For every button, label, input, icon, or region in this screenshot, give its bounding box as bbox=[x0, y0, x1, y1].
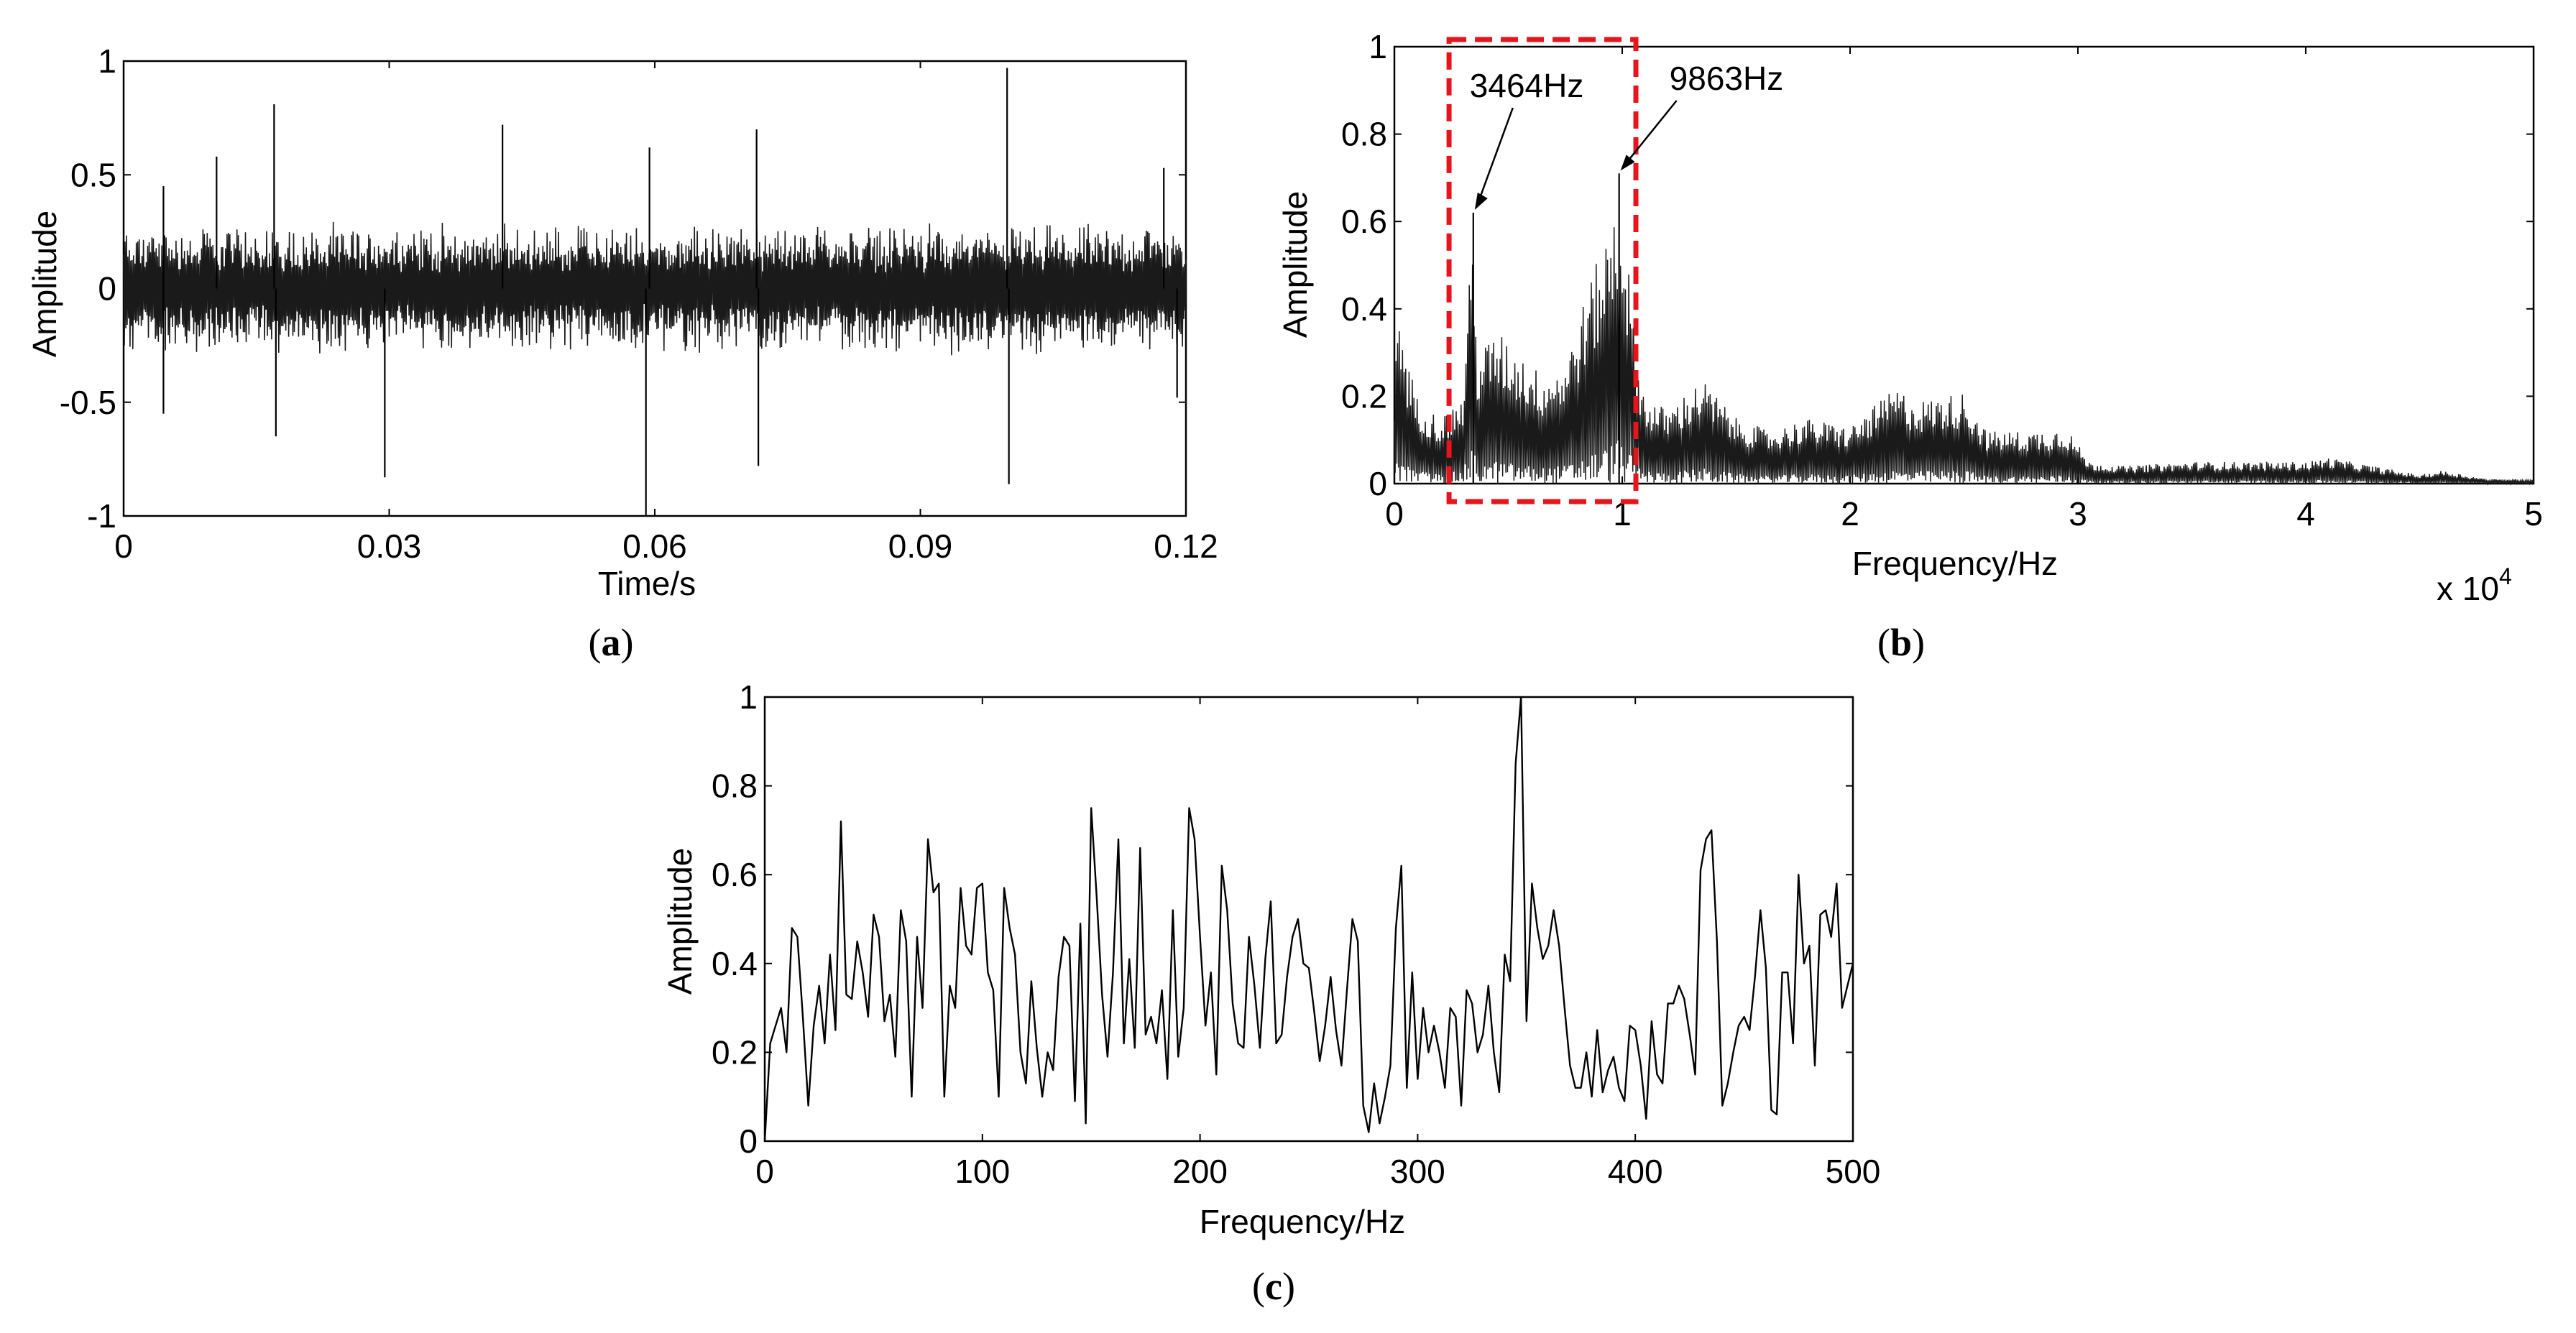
chart-a-ytick-label: 1 bbox=[98, 42, 116, 80]
chart-c-ytick-label: 0.4 bbox=[712, 945, 758, 982]
chart-a-ytick-label: 0.5 bbox=[70, 156, 116, 193]
chart-a-ytick-label: -0.5 bbox=[60, 384, 116, 421]
chart-a-xtick-label: 0 bbox=[114, 527, 133, 565]
chart-c-frame bbox=[763, 696, 1854, 1143]
chart-b-highlight-box bbox=[1446, 37, 1639, 504]
chart-b-xlabel: Frequency/Hz bbox=[1852, 545, 2058, 582]
chart-b-xtick-label: 0 bbox=[1385, 495, 1404, 532]
chart-b-ytick-label: 0.8 bbox=[1341, 116, 1387, 153]
chart-a-xtick-label: 0.12 bbox=[1154, 527, 1218, 565]
chart-c-xtick-label: 0 bbox=[755, 1153, 774, 1190]
chart-b-frame bbox=[1393, 45, 2535, 485]
chart-c-xtick-label: 400 bbox=[1608, 1153, 1663, 1190]
chart-a-ytick-label: -1 bbox=[87, 497, 116, 535]
chart-a-xtick-label: 0.09 bbox=[888, 527, 953, 565]
chart-a-signal-line bbox=[123, 221, 1187, 356]
chart-b-x-multiplier-exp: 4 bbox=[2499, 563, 2512, 589]
chart-b-spectrum-line bbox=[1394, 227, 2534, 486]
chart-c-ylabel: Amplitude bbox=[661, 848, 699, 995]
chart-a-panel-letter: a bbox=[602, 621, 621, 664]
chart-a-ylabel: Amplitude bbox=[26, 211, 63, 358]
chart-a-panel-label: (a) bbox=[589, 621, 634, 664]
chart-b-arrowhead bbox=[1474, 193, 1488, 211]
chart-c-xtick-label: 500 bbox=[1826, 1153, 1881, 1190]
chart-a-xtick-label: 0.03 bbox=[357, 527, 422, 565]
chart-b-xtick-label: 4 bbox=[2296, 495, 2315, 532]
chart-c-series-line bbox=[763, 696, 1854, 1142]
chart-b-arrowhead bbox=[1620, 154, 1635, 171]
chart-b-ytick-label: 0.4 bbox=[1341, 290, 1387, 328]
chart-c-xtick-label: 100 bbox=[954, 1153, 1010, 1190]
chart-c-xlabel: Frequency/Hz bbox=[1200, 1203, 1405, 1240]
chart-c-panel-letter: c bbox=[1265, 1265, 1282, 1308]
chart-b-ylabel: Amplitude bbox=[1276, 191, 1314, 338]
chart-b-annotation-arrow bbox=[1476, 107, 1514, 205]
chart-a-xtick-label: 0.06 bbox=[622, 527, 687, 565]
chart-c-ytick-label: 1 bbox=[739, 678, 758, 716]
chart-a: 0 0.03 0.06 0.09 0.12 -1 -0.5 0 0.5 1 Time/s Ampl… bbox=[26, 42, 1218, 664]
chart-b-annotation-label: 3464Hz bbox=[1470, 67, 1584, 104]
chart-c-plot-area: 0 100 200 300 400 500 0 0.2 0.4 0.6 0.8 1 bbox=[712, 678, 1880, 1190]
chart-a-ytick-label: 0 bbox=[98, 270, 116, 308]
chart-a-plot-area: 0 0.03 0.06 0.09 0.12 -1 -0.5 0 0.5 1 bbox=[60, 42, 1218, 565]
chart-c-ytick-label: 0.6 bbox=[712, 856, 758, 893]
chart-c-ytick-label: 0 bbox=[739, 1122, 758, 1160]
chart-b-ytick-label: 0.2 bbox=[1341, 377, 1387, 415]
chart-c-ytick-label: 0.2 bbox=[712, 1033, 758, 1071]
chart-b-panel-letter: b bbox=[1890, 621, 1912, 664]
chart-b-panel-label: (b) bbox=[1877, 621, 1925, 664]
chart-c: 0 100 200 300 400 500 0 0.2 0.4 0.6 0.8 1 Frequency… bbox=[661, 678, 1880, 1308]
chart-b-ytick-label: 0 bbox=[1368, 465, 1387, 502]
chart-c-ytick-label: 0.8 bbox=[712, 767, 758, 805]
chart-c-xtick-label: 200 bbox=[1172, 1153, 1228, 1190]
chart-b-annotation-label: 9863Hz bbox=[1670, 60, 1784, 97]
chart-a-xlabel: Time/s bbox=[598, 565, 696, 602]
chart-b-xtick-label: 2 bbox=[1841, 495, 1859, 532]
chart-c-xtick-label: 300 bbox=[1390, 1153, 1445, 1190]
chart-b-annotation-arrow bbox=[1624, 100, 1678, 166]
chart-b-x-multiplier: x 104 bbox=[2437, 563, 2512, 607]
chart-b-ytick-label: 1 bbox=[1368, 28, 1387, 65]
chart-b-xtick-label: 5 bbox=[2524, 495, 2543, 532]
chart-b-xtick-label: 3 bbox=[2069, 495, 2087, 532]
chart-b-ytick-label: 0.6 bbox=[1341, 203, 1387, 240]
chart-c-panel-label: (c) bbox=[1252, 1265, 1295, 1308]
